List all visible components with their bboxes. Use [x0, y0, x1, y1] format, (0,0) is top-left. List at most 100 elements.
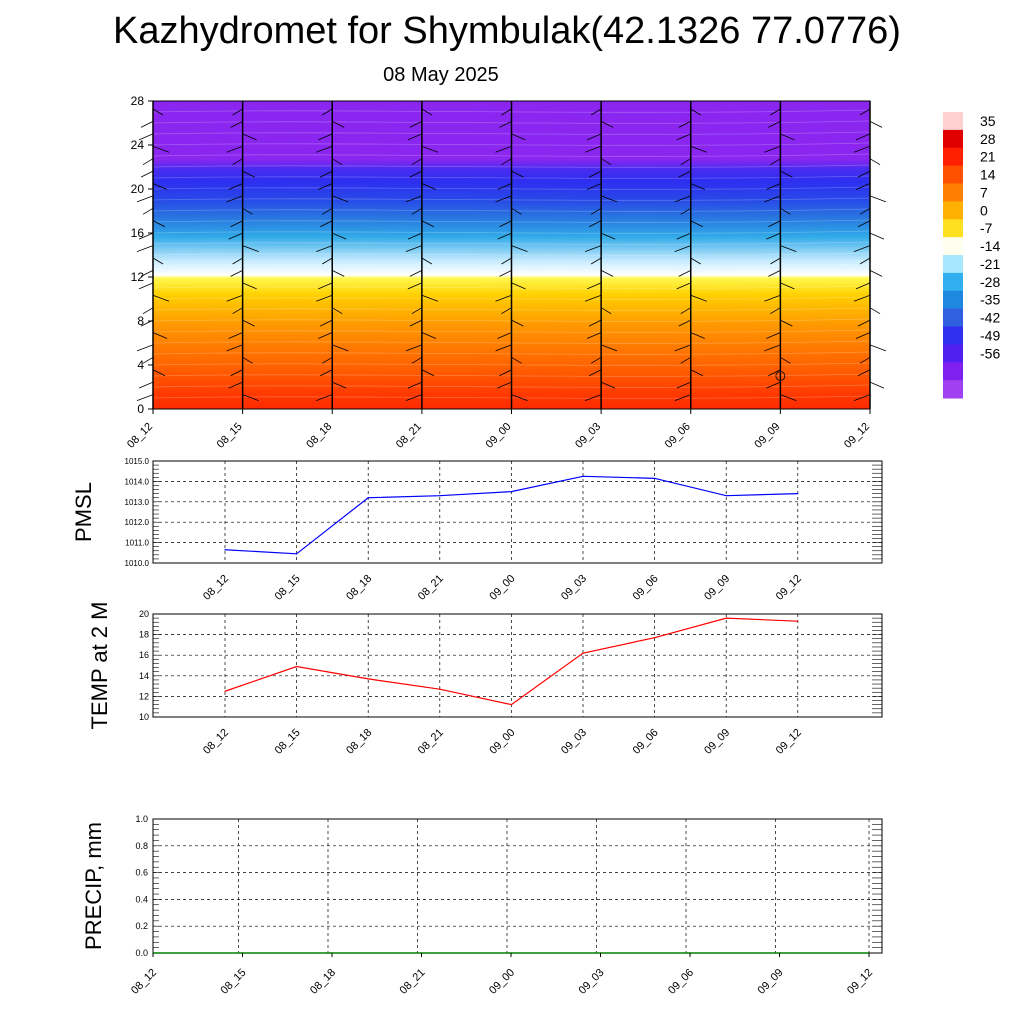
wind-barb	[332, 307, 343, 315]
wind-barb	[770, 257, 781, 265]
wind-barb	[332, 344, 349, 352]
x-tick-label: 09_03	[573, 421, 603, 451]
wind-barb	[584, 294, 602, 302]
colorbar-segment	[943, 165, 963, 184]
wind-barb	[690, 257, 701, 265]
y-tick-label: 0.4	[135, 894, 148, 904]
wind-barb	[405, 195, 423, 203]
colorbar-segment	[943, 201, 963, 220]
x-tick-label: 09_06	[666, 967, 696, 997]
contour-line	[152, 373, 871, 377]
series-line	[224, 617, 798, 706]
wind-barb	[511, 170, 524, 178]
wind-barb	[316, 245, 333, 252]
wind-barb	[859, 207, 871, 215]
wind-barb	[869, 344, 887, 352]
data-point	[725, 495, 727, 497]
y-tick-label: 0.8	[135, 841, 148, 851]
wind-barb	[405, 245, 423, 252]
wind-barb	[228, 381, 243, 389]
wind-barb	[501, 158, 512, 166]
wind-barb	[242, 133, 257, 141]
wind-barb	[138, 133, 154, 141]
wind-barb	[138, 232, 154, 240]
x-tick-label: 09_00	[487, 573, 517, 603]
contour-line	[152, 318, 871, 322]
wind-barb	[590, 207, 602, 215]
wind-barb	[690, 183, 705, 190]
wind-barb	[857, 220, 871, 228]
x-tick-label: 08_21	[416, 573, 446, 603]
wind-barb	[140, 170, 154, 178]
y-tick-label: 0.0	[135, 948, 148, 958]
wind-barb	[152, 332, 168, 339]
wind-barb	[600, 381, 616, 389]
y-tick-label: 1011.0	[125, 539, 149, 548]
colorbar-segment	[943, 290, 963, 310]
colorbar-segment	[943, 308, 963, 327]
wind-barb	[678, 121, 691, 128]
data-point	[296, 553, 298, 555]
wind-barb	[322, 257, 333, 265]
wind-barb	[136, 245, 154, 252]
wind-barb	[152, 294, 170, 302]
contour-line	[152, 241, 871, 245]
data-point	[367, 497, 369, 499]
wind-barb	[766, 332, 781, 339]
contour-line	[152, 131, 871, 135]
wind-barb	[497, 332, 512, 339]
wind-barb	[409, 319, 423, 327]
wind-barb	[770, 158, 781, 166]
wind-barb	[232, 158, 243, 166]
contour-line	[152, 362, 871, 366]
wind-barb	[316, 294, 333, 302]
wind-barb	[764, 145, 781, 153]
contour-line	[152, 142, 871, 146]
wind-barb	[407, 282, 423, 290]
wind-barb	[678, 170, 691, 178]
wind-barb	[322, 207, 333, 215]
wind-barb	[318, 282, 333, 290]
wind-barb	[869, 270, 883, 277]
wind-barb	[766, 183, 781, 190]
wind-barb	[859, 356, 871, 364]
data-point	[654, 637, 656, 639]
wind-barb	[770, 108, 781, 116]
wind-barb	[690, 145, 707, 153]
data-point	[582, 652, 584, 654]
data-point	[725, 617, 727, 619]
contour-line	[152, 197, 871, 201]
wind-barb	[228, 183, 243, 190]
wind-barb	[590, 257, 602, 265]
wind-barb	[232, 108, 243, 116]
wind-barb	[690, 294, 707, 302]
y-tick-label: 16	[131, 226, 145, 240]
wind-barb	[230, 369, 243, 377]
wind-barb	[586, 332, 602, 339]
x-tick-label: 08_18	[344, 573, 374, 603]
wind-barb	[680, 356, 691, 364]
contour-line	[152, 153, 871, 157]
y-tick-label: 1013.0	[125, 498, 150, 507]
y-tick-label: 8	[137, 314, 144, 328]
wind-barb	[411, 158, 423, 166]
wind-barb	[600, 344, 618, 352]
contour-line	[152, 164, 871, 168]
colorbar-segment	[943, 326, 963, 345]
y-tick-label: 0	[137, 402, 144, 416]
contour-line	[152, 351, 871, 355]
wind-barb	[511, 207, 522, 215]
data-point	[797, 620, 799, 622]
wind-barb	[411, 207, 423, 215]
y-tick-label: 24	[131, 138, 145, 152]
wind-barb	[678, 319, 691, 327]
wind-barb	[242, 319, 255, 327]
wind-barb	[320, 369, 333, 377]
y-tick-label: 28	[131, 94, 145, 108]
wind-barb	[138, 381, 154, 389]
x-tick-label: 09_00	[484, 421, 514, 451]
colorbar-label: 21	[980, 149, 996, 165]
wind-barb	[690, 108, 701, 116]
wind-barb	[501, 307, 512, 315]
colorbar-label: -42	[980, 310, 1000, 326]
